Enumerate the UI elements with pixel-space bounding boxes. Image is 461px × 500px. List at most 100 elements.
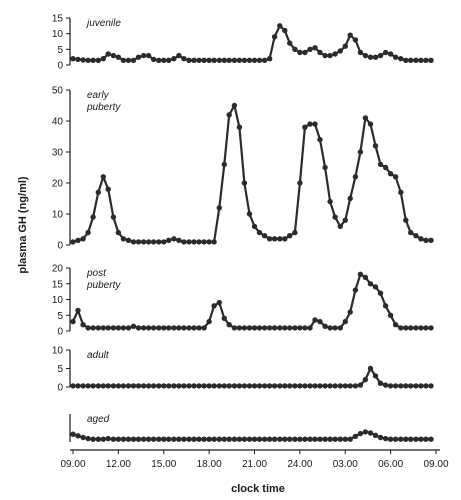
data-point [423,325,429,331]
data-point [392,436,399,442]
data-point [277,236,283,242]
data-point [201,383,207,389]
data-point [332,51,338,57]
data-point [428,436,434,442]
data-point [367,121,374,127]
data-point [352,174,359,180]
data-point [246,325,253,331]
data-point [302,124,308,130]
y-tick-label: 5 [57,45,63,56]
data-point [226,383,232,389]
data-point [261,436,268,442]
data-point [342,436,348,442]
data-point [357,49,364,56]
data-point [352,287,359,293]
data-point [332,436,338,442]
data-point [372,143,379,149]
data-point [418,383,424,389]
data-point [105,51,111,57]
data-point [297,436,303,442]
data-point [317,318,323,325]
data-point [392,174,399,180]
data-point [287,383,293,389]
series-line-early-puberty [72,104,431,243]
data-point [196,436,202,442]
data-point [120,236,127,242]
data-point [156,57,162,63]
data-point [110,383,117,389]
data-point [125,436,132,442]
data-point [287,436,293,442]
data-point [231,383,238,389]
panel-title: puberty [86,102,121,113]
data-point [337,223,343,230]
data-point [206,436,212,442]
data-point [181,56,187,62]
data-point [211,303,217,309]
x-tick-label: 06.00 [378,459,403,470]
data-point [140,383,147,389]
data-point [403,383,409,389]
data-point [95,383,102,389]
data-point [347,32,353,38]
data-point [196,325,202,331]
data-point [342,43,348,49]
data-point [70,431,76,437]
data-point [216,57,222,63]
data-point [145,383,152,389]
data-point [377,380,384,386]
data-point [302,49,308,56]
data-point [256,383,263,389]
data-point [241,325,248,331]
data-point [85,435,91,442]
data-point [261,325,268,331]
data-point [357,271,364,277]
data-point [256,57,263,63]
data-point [261,233,268,239]
data-point [211,239,217,245]
data-point [413,436,419,442]
data-point [90,325,96,331]
data-point [297,383,303,389]
data-point [145,436,152,442]
data-point [312,436,318,442]
data-point [150,436,157,442]
x-tick-label: 21.00 [242,459,267,470]
data-point [216,436,222,442]
data-point [352,433,359,440]
data-point [80,236,86,242]
data-point [382,303,389,309]
data-point [261,383,268,389]
data-point [171,56,177,62]
data-point [312,317,318,323]
data-point [166,57,172,63]
data-point [347,309,353,315]
data-point [307,121,313,127]
data-point [156,239,162,245]
data-point [181,383,187,389]
data-point [241,57,248,63]
data-point [256,229,263,236]
x-axis-label: clock time [231,483,285,495]
data-point [95,436,102,442]
data-point [337,383,343,389]
data-point [302,325,308,331]
data-point [161,57,167,63]
data-point [130,436,137,442]
data-point [186,325,192,331]
data-point [191,325,197,331]
data-point [413,325,419,331]
data-point [120,325,127,331]
data-point [266,325,273,331]
data-point [236,124,243,130]
data-point [236,57,243,63]
data-point [307,325,313,331]
data-point [100,383,107,389]
y-tick-label: 5 [57,311,63,322]
data-point [241,436,248,442]
data-point [403,436,409,442]
data-point [171,436,177,442]
data-point [372,373,379,379]
data-point [140,239,147,245]
